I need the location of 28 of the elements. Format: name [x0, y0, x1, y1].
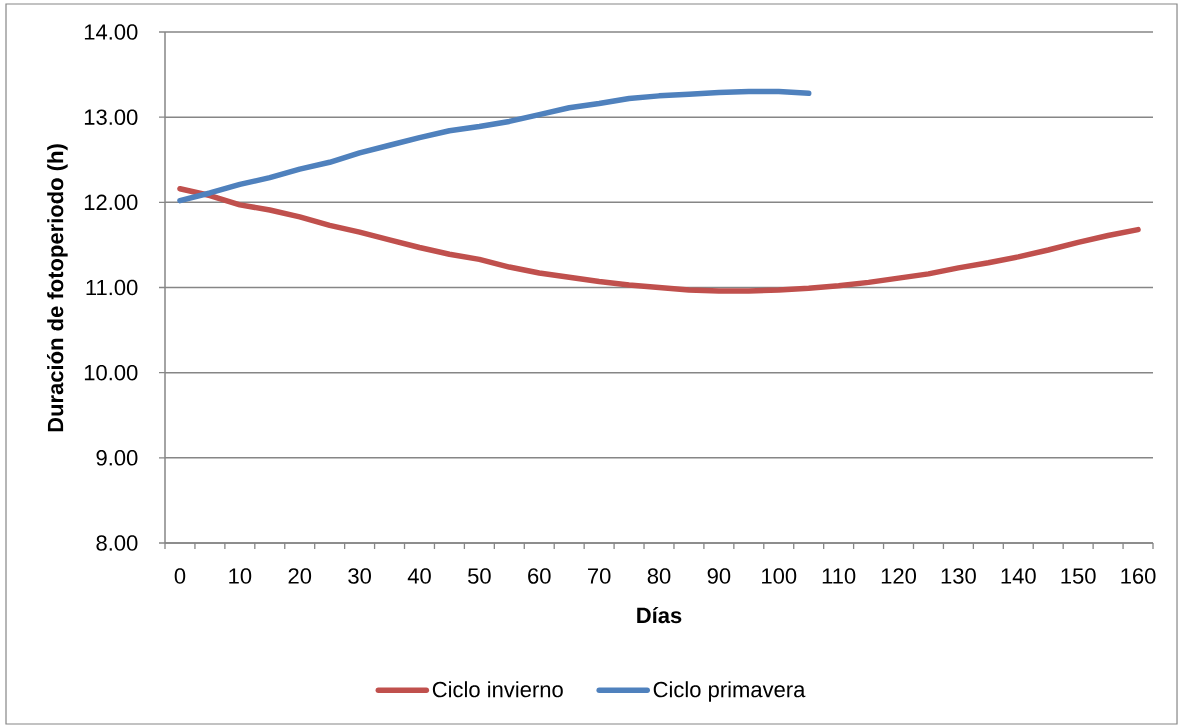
legend-label: Ciclo invierno [432, 681, 563, 698]
y-tick-label: 10.00 [84, 364, 138, 381]
legend-label: Ciclo primavera [653, 681, 806, 702]
x-tick-label: 110 [822, 568, 856, 584]
y-axis-title: Duración de fotoperiodo (h) [46, 144, 68, 432]
y-tick-label: 13.00 [84, 109, 138, 125]
y-tick-label: 11.00 [86, 279, 138, 296]
x-tick-label: 80 [647, 568, 671, 584]
y-tick-label: 14.00 [84, 24, 138, 40]
y-tick-label: 9.00 [96, 450, 138, 466]
x-tick-label: 40 [407, 568, 431, 584]
x-tick-label: 100 [762, 568, 797, 584]
y-tick-label: 12.00 [84, 194, 138, 211]
x-tick-label: 30 [348, 568, 371, 584]
y-tick-label: 8.00 [96, 535, 138, 551]
x-tick-label: 50 [468, 568, 491, 584]
x-tick-label: 0 [174, 568, 186, 584]
x-tick-label: 10 [229, 568, 252, 584]
x-tick-label: 160 [1121, 568, 1156, 584]
x-tick-label: 60 [528, 568, 551, 584]
x-axis-title: Días [637, 606, 682, 624]
x-tick-label: 150 [1061, 568, 1096, 584]
x-tick-label: 140 [1001, 568, 1036, 584]
x-tick-label: 70 [588, 568, 611, 584]
x-tick-label: 120 [881, 568, 917, 584]
x-tick-label: 130 [941, 568, 976, 584]
x-tick-label: 90 [707, 568, 731, 584]
x-tick-label: 20 [288, 568, 312, 584]
